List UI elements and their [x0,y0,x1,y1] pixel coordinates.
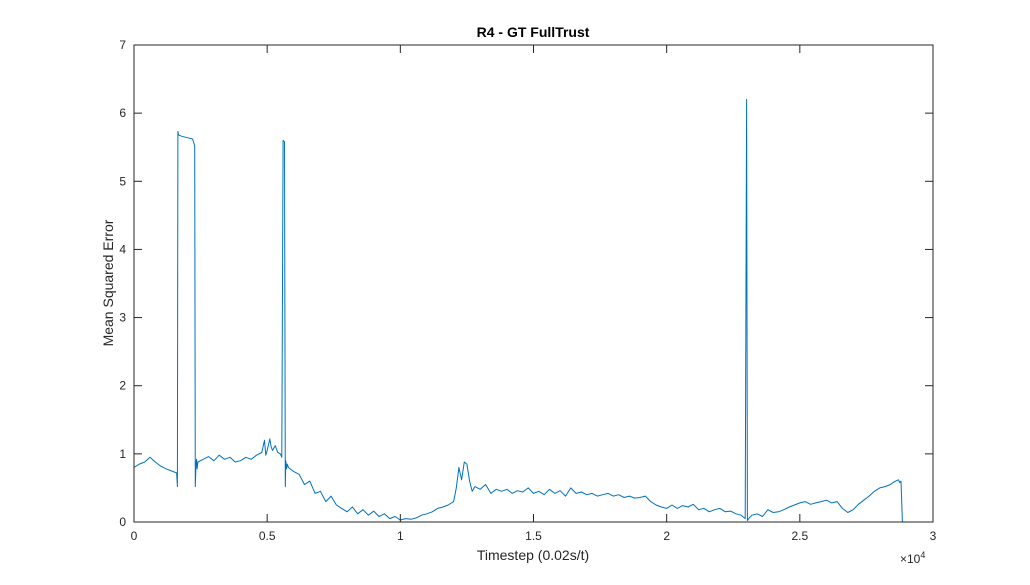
y-tick-label: 6 [119,106,126,120]
x-tick-label: 1.5 [525,529,542,543]
plot-area [134,45,933,522]
series-line [133,99,903,523]
y-tick-label: 5 [119,174,126,188]
y-tick-label: 0 [119,515,126,529]
y-tick-label: 4 [119,242,126,256]
y-tick-label: 2 [119,379,126,393]
x-tick-label: 2 [663,529,670,543]
y-axis-ticks: 0 1 2 3 4 5 6 7 [119,38,933,529]
y-tick-label: 3 [119,311,126,325]
y-tick-label: 1 [119,447,126,461]
x-axis-exponent-base: ×10 [900,552,921,566]
x-axis-label: Timestep (0.02s/t) [477,547,589,563]
y-tick-label: 7 [119,38,126,52]
x-tick-label: 1 [397,529,404,543]
x-axis-ticks: 0 0.5 1 1.5 2 2.5 3 [131,45,937,543]
chart-title: R4 - GT FullTrust [477,24,590,40]
x-tick-label: 0.5 [259,529,276,543]
y-axis-label: Mean Squared Error [100,219,116,346]
x-tick-label: 3 [930,529,937,543]
x-tick-label: 2.5 [791,529,808,543]
x-axis-exponent-power: 4 [920,550,925,560]
x-tick-label: 0 [131,529,138,543]
x-axis-exponent: ×104 [900,550,925,566]
series-layer [133,99,903,523]
